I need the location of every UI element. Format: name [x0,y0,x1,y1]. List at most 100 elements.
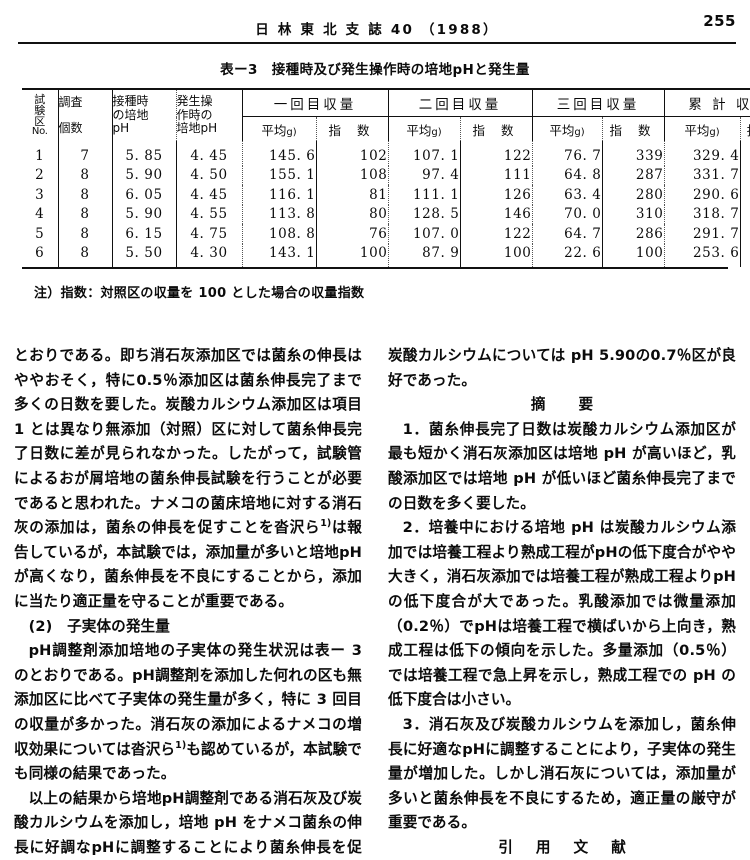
table-caption-number: 表ー3 [220,62,258,78]
table-row: 6 8 5. 50 4. 30 143. 1 100 87. 9 100 22. 6 100 253… [22,243,750,267]
cell-ph-fruit: 4. 45 [175,185,242,205]
cell-total-mean: 291. 7 [663,224,740,244]
cell-total-index: 131 [739,165,750,185]
cell-y2-index: 122 [459,224,532,244]
cell-y1-mean: 116. 1 [241,185,316,205]
cell-y3-mean: 76. 7 [531,141,602,166]
header-group-yield-2: 二回目収量 [387,89,532,117]
cell-ph-fruit: 4. 55 [175,204,242,224]
summary-heading: 摘 要 [530,396,608,414]
cell-y3-mean: 64. 8 [531,165,602,185]
cell-y2-index: 111 [459,165,532,185]
cell-y2-mean: 107. 0 [387,224,460,244]
header-index-yield-1: 指 数 [315,116,388,141]
cell-count: 8 [57,224,112,244]
summary-item-2: 2．培養中における培地 pH は炭酸カルシウム添加では培養工程より熟成工程がpH… [388,519,736,709]
cell-y2-mean: 87. 9 [387,243,460,267]
table-body: 1 7 5. 85 4. 45 145. 6 102 107. 1 122 76. 7 339 32… [22,141,750,267]
cell-ph-inoc: 6. 15 [111,224,176,244]
cell-total-mean: 329. 4 [663,141,740,166]
header-col-ph-fruiting: 発生操 作時の 培地pH [175,89,242,141]
cell-total-index: 114 [739,185,750,205]
cell-count: 8 [57,185,112,205]
table-row: 1 7 5. 85 4. 45 145. 6 102 107. 1 122 76. 7 339 32… [22,141,750,166]
cell-y2-index: 122 [459,141,532,166]
header-rule [18,42,736,44]
reference-marker-1: 1) [320,518,332,530]
cell-count: 8 [57,204,112,224]
header-group-total: 累 計 収 量 [663,89,750,117]
journal-title: 日 林 東 北 支 誌 40 （1988） [255,22,499,38]
cell-no: 6 [35,245,45,262]
cell-y1-index: 76 [315,224,388,244]
references-heading: 引 用 文 献 [498,838,635,856]
table-3: 試 験 区 No. 調査 個数 接種時 の培地 pH [22,88,750,269]
header-mean-yield-3: 平均g) [531,116,602,141]
cell-total-mean: 331. 7 [663,165,740,185]
summary-item-3: 3．消石灰及び炭酸カルシウムを添加し，菌糸伸長に好適なpHに調整することにより，… [388,715,736,832]
paragraph-2: pH調整剤添加培地の子実体の発生状況は表ー 3 のとおりである。pH調整剤を添加… [14,642,362,783]
cell-count: 7 [57,141,112,166]
paragraph-4: 炭酸カルシウムについては pH 5.90の0.7％区が良好であった。 [388,347,736,389]
cell-total-index: 100 [739,243,750,267]
cell-ph-fruit: 4. 45 [175,141,242,166]
cell-total-index: 115 [739,224,750,244]
cell-y2-index: 126 [459,185,532,205]
cell-y1-mean: 108. 8 [241,224,316,244]
cell-y1-index: 108 [315,165,388,185]
cell-y1-index: 81 [315,185,388,205]
header-row-sub: 平均g) 指 数 平均g) 指 数 平均g) 指 数 平均g) 指 数 [22,116,750,141]
cell-y2-index: 100 [459,243,532,267]
cell-no: 5 [35,225,45,242]
cell-y2-mean: 97. 4 [387,165,460,185]
cell-no: 4 [35,206,45,223]
cell-y3-index: 339 [601,141,664,166]
cell-ph-fruit: 4. 50 [175,165,242,185]
running-head: 日 林 東 北 支 誌 40 （1988） 255 [18,12,736,40]
table-row: 3 8 6. 05 4. 45 116. 1 81 111. 1 126 63. 4 280 290… [22,185,750,205]
header-index-yield-2: 指 数 [459,116,532,141]
cell-no: 1 [35,147,45,164]
cell-y3-index: 280 [601,185,664,205]
cell-y2-index: 146 [459,204,532,224]
cell-total-mean: 253. 6 [663,243,740,267]
cell-y3-index: 100 [601,243,664,267]
cell-y2-mean: 128. 5 [387,204,460,224]
header-mean-total: 平均g) [663,116,740,141]
cell-y1-mean: 113. 8 [241,204,316,224]
table-row: 2 8 5. 90 4. 50 155. 1 108 97. 4 111 64. 8 287 331… [22,165,750,185]
cell-no: 2 [35,167,45,184]
table-row: 4 8 5. 90 4. 55 113. 8 80 128. 5 146 70. 0 310 318… [22,204,750,224]
cell-y1-index: 102 [315,141,388,166]
cell-y3-mean: 70. 0 [531,204,602,224]
cell-y1-mean: 155. 1 [241,165,316,185]
cell-ph-inoc: 5. 90 [111,204,176,224]
header-col-count: 調査 個数 [57,89,112,141]
table-bottom-rule [22,267,728,269]
header-col-no: 試 験 区 No. [31,92,48,138]
header-group-yield-3: 三回目収量 [531,89,664,117]
table-note: 注）指数：対照区の収量を 100 とした場合の収量指数 [34,286,365,301]
cell-count: 8 [57,243,112,267]
cell-ph-inoc: 6. 05 [111,185,176,205]
header-mean-yield-2: 平均g) [387,116,460,141]
reference-marker-2: 1) [175,739,187,751]
cell-total-mean: 290. 6 [663,185,740,205]
cell-y3-index: 286 [601,224,664,244]
header-col-ph-inoculation: 接種時 の培地 pH [111,89,176,141]
header-index-yield-3: 指 数 [601,116,664,141]
cell-y3-mean: 63. 4 [531,185,602,205]
table-caption-text: 接種時及び発生操作時の培地pHと発生量 [271,62,530,78]
cell-y1-index: 100 [315,243,388,267]
page-number: 255 [703,12,736,30]
cell-y2-mean: 111. 1 [387,185,460,205]
table-head: 試 験 区 No. 調査 個数 接種時 の培地 pH [22,89,750,141]
cell-y3-index: 287 [601,165,664,185]
cell-y3-mean: 64. 7 [531,224,602,244]
cell-total-index: 130 [739,141,750,166]
paragraph-1: とおりである。即ち消石灰添加区では菌糸の伸長はややおそく，特に0.5％添加区は菌… [14,347,362,610]
cell-y1-index: 80 [315,204,388,224]
cell-total-mean: 318. 7 [663,204,740,224]
cell-count: 8 [57,165,112,185]
